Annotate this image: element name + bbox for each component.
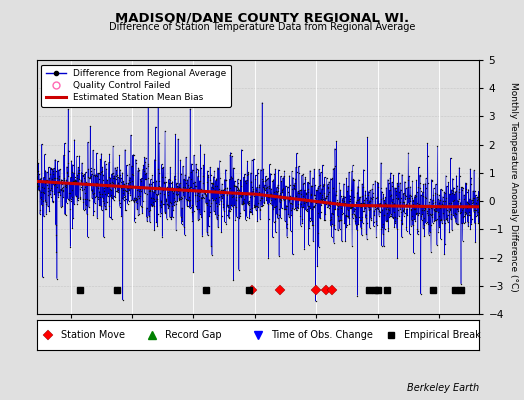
Text: Berkeley Earth: Berkeley Earth bbox=[407, 383, 479, 393]
Text: Record Gap: Record Gap bbox=[165, 330, 222, 340]
Text: MADISON/DANE COUNTY REGIONAL WI.: MADISON/DANE COUNTY REGIONAL WI. bbox=[115, 11, 409, 24]
Text: Time of Obs. Change: Time of Obs. Change bbox=[271, 330, 373, 340]
Text: Station Move: Station Move bbox=[61, 330, 125, 340]
Y-axis label: Monthly Temperature Anomaly Difference (°C): Monthly Temperature Anomaly Difference (… bbox=[509, 82, 518, 292]
Legend: Difference from Regional Average, Quality Control Failed, Estimated Station Mean: Difference from Regional Average, Qualit… bbox=[41, 64, 231, 107]
Text: Empirical Break: Empirical Break bbox=[404, 330, 481, 340]
Text: Difference of Station Temperature Data from Regional Average: Difference of Station Temperature Data f… bbox=[109, 22, 415, 32]
